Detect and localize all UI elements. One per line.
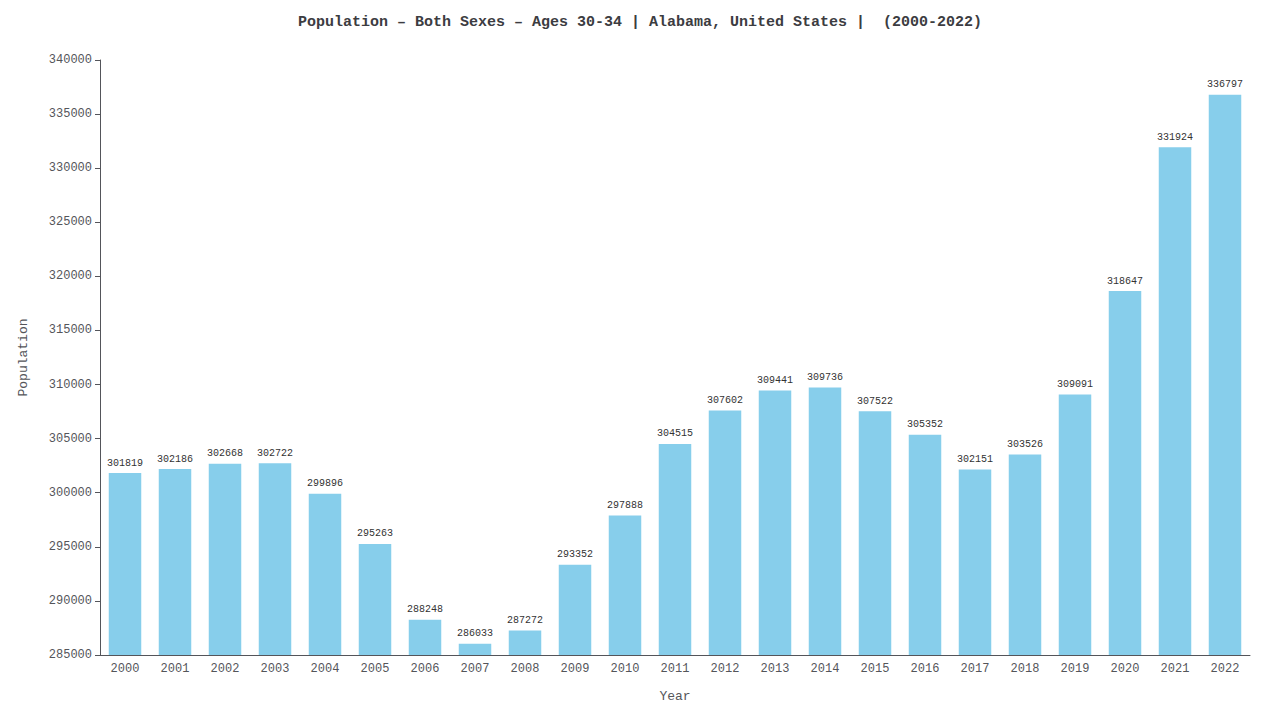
svg-text:2014: 2014 — [811, 662, 840, 676]
svg-text:309441: 309441 — [757, 375, 793, 386]
svg-text:2000: 2000 — [111, 662, 140, 676]
svg-text:2010: 2010 — [611, 662, 640, 676]
svg-text:305000: 305000 — [49, 432, 92, 446]
svg-text:336797: 336797 — [1207, 79, 1243, 90]
svg-text:293352: 293352 — [557, 549, 593, 560]
svg-text:2015: 2015 — [861, 662, 890, 676]
svg-text:331924: 331924 — [1157, 132, 1193, 143]
svg-text:295000: 295000 — [49, 540, 92, 554]
svg-text:2022: 2022 — [1211, 662, 1240, 676]
svg-text:285000: 285000 — [49, 648, 92, 662]
svg-text:2003: 2003 — [261, 662, 290, 676]
svg-text:304515: 304515 — [657, 428, 693, 439]
svg-text:2009: 2009 — [561, 662, 590, 676]
svg-text:340000: 340000 — [49, 53, 92, 67]
svg-text:2002: 2002 — [211, 662, 240, 676]
svg-text:Year: Year — [659, 689, 690, 704]
svg-text:305352: 305352 — [907, 419, 943, 430]
svg-text:2013: 2013 — [761, 662, 790, 676]
svg-text:302668: 302668 — [207, 448, 243, 459]
svg-text:2004: 2004 — [311, 662, 340, 676]
svg-text:302722: 302722 — [257, 448, 293, 459]
svg-text:2019: 2019 — [1061, 662, 1090, 676]
svg-text:Population: Population — [16, 318, 31, 396]
svg-text:2008: 2008 — [511, 662, 540, 676]
svg-text:309736: 309736 — [807, 372, 843, 383]
svg-text:286033: 286033 — [457, 628, 493, 639]
svg-text:297888: 297888 — [607, 500, 643, 511]
svg-text:303526: 303526 — [1007, 439, 1043, 450]
svg-text:2005: 2005 — [361, 662, 390, 676]
svg-text:302151: 302151 — [957, 454, 993, 465]
svg-text:295263: 295263 — [357, 528, 393, 539]
svg-text:318647: 318647 — [1107, 276, 1143, 287]
svg-text:315000: 315000 — [49, 323, 92, 337]
svg-text:2006: 2006 — [411, 662, 440, 676]
svg-text:2017: 2017 — [961, 662, 990, 676]
svg-text:309091: 309091 — [1057, 379, 1093, 390]
svg-text:301819: 301819 — [107, 458, 143, 469]
svg-text:2007: 2007 — [461, 662, 490, 676]
svg-text:307522: 307522 — [857, 396, 893, 407]
svg-text:310000: 310000 — [49, 378, 92, 392]
svg-text:2021: 2021 — [1161, 662, 1190, 676]
svg-text:290000: 290000 — [49, 594, 92, 608]
svg-text:2018: 2018 — [1011, 662, 1040, 676]
svg-text:302186: 302186 — [157, 454, 193, 465]
svg-text:288248: 288248 — [407, 604, 443, 615]
svg-text:Population – Both Sexes – Ages: Population – Both Sexes – Ages 30-34 | A… — [298, 14, 982, 31]
svg-text:2016: 2016 — [911, 662, 940, 676]
svg-text:2012: 2012 — [711, 662, 740, 676]
svg-text:325000: 325000 — [49, 215, 92, 229]
svg-text:320000: 320000 — [49, 269, 92, 283]
svg-text:307602: 307602 — [707, 395, 743, 406]
svg-text:299896: 299896 — [307, 478, 343, 489]
svg-text:335000: 335000 — [49, 107, 92, 121]
svg-text:2020: 2020 — [1111, 662, 1140, 676]
svg-text:2011: 2011 — [661, 662, 690, 676]
svg-text:300000: 300000 — [49, 486, 92, 500]
svg-text:330000: 330000 — [49, 161, 92, 175]
svg-text:287272: 287272 — [507, 615, 543, 626]
svg-text:2001: 2001 — [161, 662, 190, 676]
